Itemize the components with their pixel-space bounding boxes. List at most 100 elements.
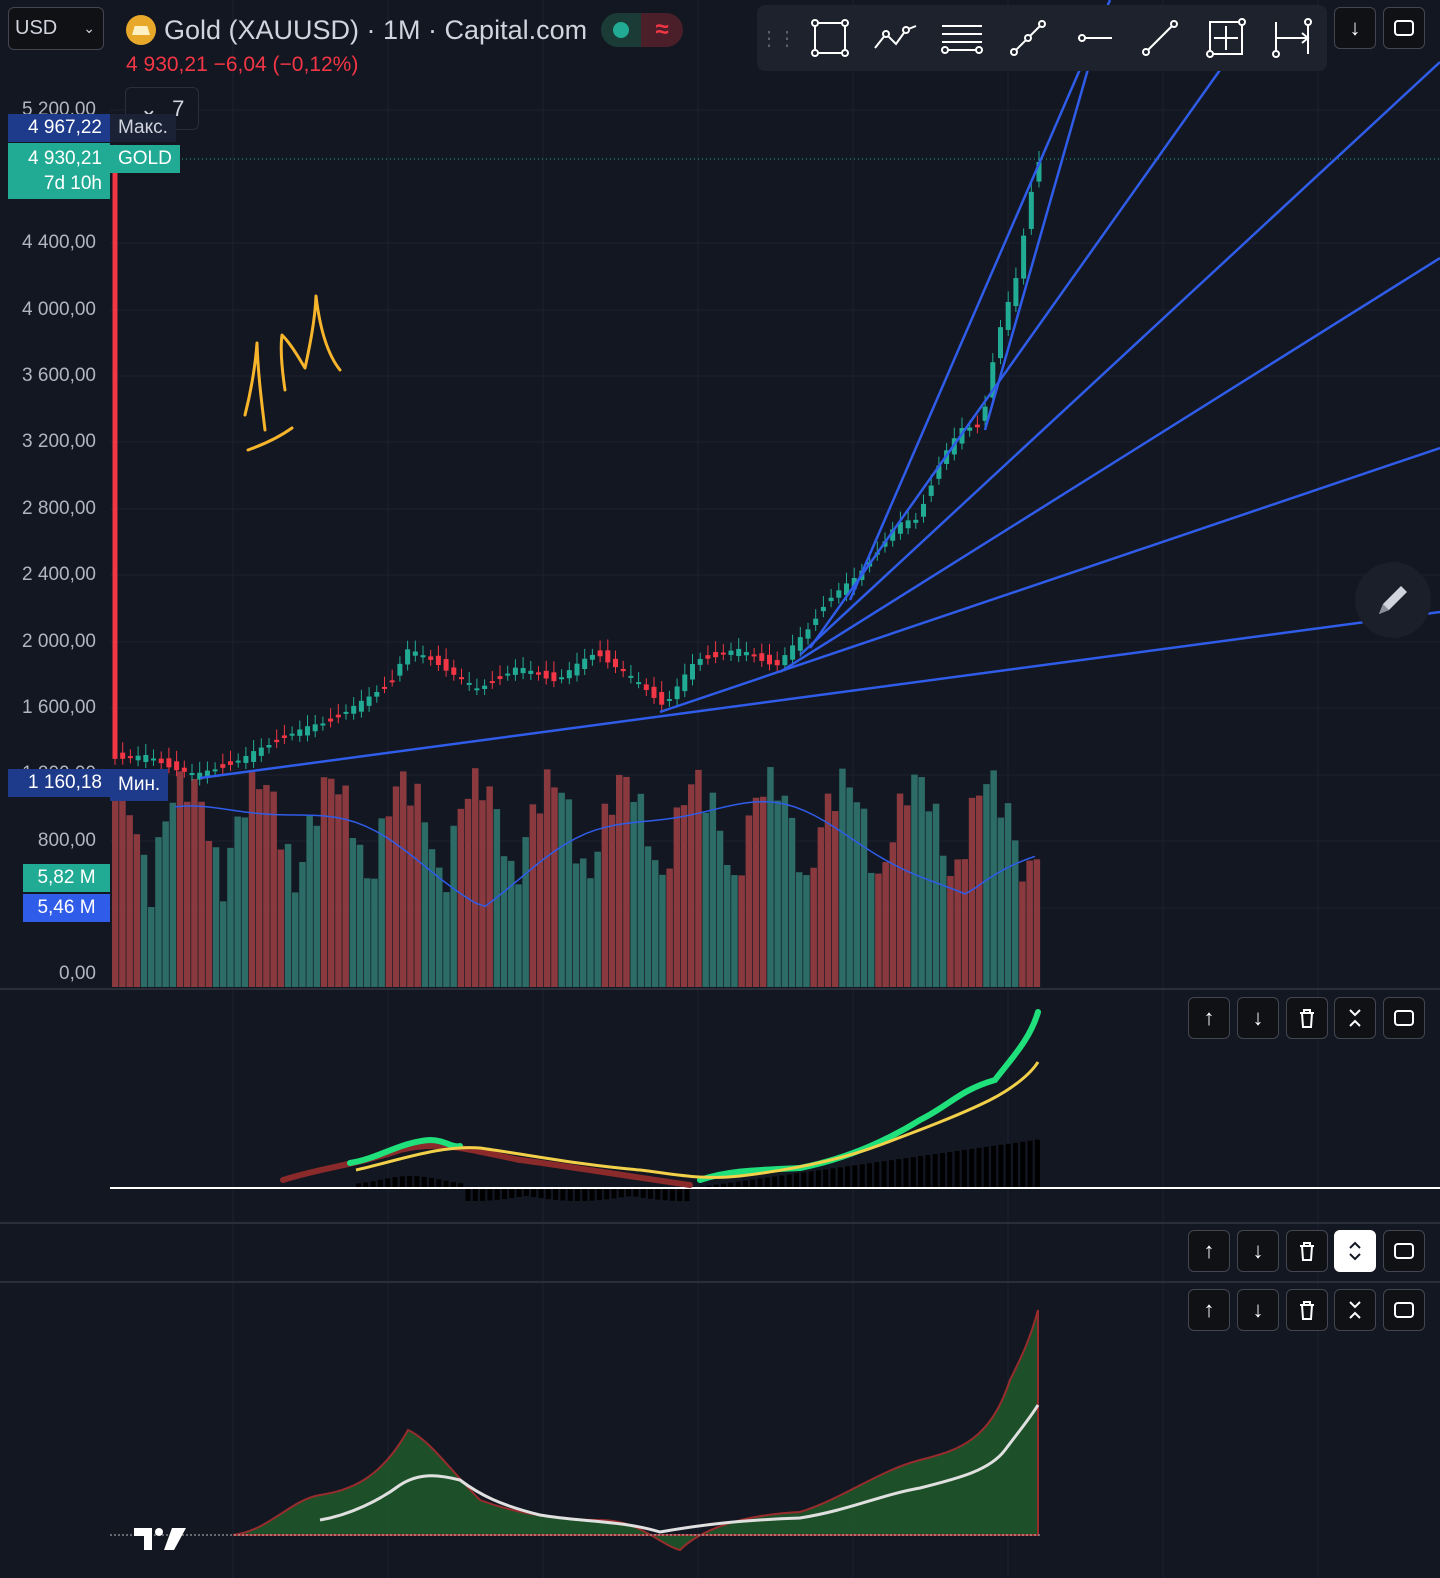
- grid-lines: [110, 0, 1440, 1578]
- draw-button[interactable]: [1355, 562, 1431, 638]
- volume-bar: [644, 846, 652, 987]
- macd-histogram-bar: [399, 1176, 405, 1188]
- macd-histogram-bar: [706, 1185, 712, 1188]
- volume-bar: [400, 771, 407, 987]
- candle-body: [589, 654, 595, 660]
- volume-bar: [292, 892, 299, 987]
- volume-bar: [796, 872, 803, 987]
- volume-bar: [745, 815, 753, 987]
- trend-line-tool-button[interactable]: [995, 5, 1061, 71]
- pane-move-down-button[interactable]: ↓: [1237, 1289, 1279, 1331]
- candle-body: [836, 590, 842, 598]
- macd-histogram-bar: [998, 1144, 1004, 1188]
- volume-bar: [443, 892, 450, 987]
- pane-maximize-button[interactable]: [1383, 997, 1425, 1039]
- tradingview-logo[interactable]: [132, 1524, 188, 1559]
- macd-histogram-bar: [392, 1177, 398, 1188]
- volume-bar: [875, 873, 882, 987]
- horizontal-ray-tool-button[interactable]: [1061, 5, 1127, 71]
- pane-maximize-button[interactable]: [1383, 1289, 1425, 1331]
- volume-bar: [637, 793, 645, 987]
- candle-body: [281, 735, 287, 738]
- pane-expand-button[interactable]: [1334, 1230, 1376, 1272]
- macd-histogram-bar: [845, 1166, 851, 1188]
- candle-body: [620, 668, 626, 672]
- volume-bar: [997, 817, 1005, 987]
- rectangle-tool-button[interactable]: [797, 5, 863, 71]
- macd-histogram-bar: [596, 1188, 602, 1201]
- macd-histogram-bar: [509, 1188, 515, 1199]
- volume-bar: [954, 859, 961, 987]
- channel-tool-button[interactable]: [929, 5, 995, 71]
- candle-body: [1036, 161, 1042, 182]
- date-range-tool-button[interactable]: [1259, 5, 1325, 71]
- pane-delete-button[interactable]: [1286, 997, 1328, 1039]
- volume-bar: [623, 776, 630, 987]
- pane-maximize-button[interactable]: [1383, 1230, 1425, 1272]
- pane-move-down-button[interactable]: ↓: [1237, 1230, 1279, 1272]
- pane-move-up-button[interactable]: ↑: [1188, 1230, 1230, 1272]
- macd-histogram-bar: [421, 1176, 427, 1188]
- candle-body: [297, 729, 303, 736]
- candle-body: [636, 682, 642, 685]
- volume-bar: [565, 799, 573, 987]
- volume-bar: [356, 844, 364, 987]
- market-status[interactable]: ≈: [601, 13, 684, 47]
- macd-histogram-bar: [910, 1157, 916, 1188]
- arrow-up-icon: ↑: [1203, 1238, 1215, 1263]
- volume-bar: [724, 865, 731, 987]
- pane-collapse-button[interactable]: [1334, 1289, 1376, 1331]
- volume-bar: [601, 803, 609, 987]
- candle-body: [890, 529, 896, 541]
- macd-histogram-bar: [823, 1169, 829, 1188]
- rectangle-icon: [811, 19, 849, 57]
- axis-label: 3 200,00: [22, 431, 96, 452]
- symbol-tag: GOLD: [110, 145, 180, 173]
- candle-body: [974, 424, 980, 428]
- maximize-button[interactable]: [1383, 7, 1425, 49]
- candle-body: [335, 714, 341, 718]
- line-tool-button[interactable]: [1127, 5, 1193, 71]
- volume-bar: [767, 767, 774, 987]
- candle-body: [543, 670, 549, 679]
- candle-body: [351, 705, 357, 714]
- drag-handle-icon[interactable]: ⋮⋮: [759, 27, 797, 50]
- axis-label: 2 000,00: [22, 631, 96, 652]
- pencil-icon: [1379, 586, 1407, 614]
- volume-bar: [191, 778, 198, 987]
- pane-delete-button[interactable]: [1286, 1230, 1328, 1272]
- volume-bar: [220, 901, 227, 987]
- symbol-title[interactable]: Gold (XAUUSD) · 1M · Capital.com: [164, 14, 588, 45]
- macd-histogram-bar: [779, 1175, 785, 1188]
- volume-bar: [860, 808, 868, 987]
- macd-histogram-bar: [494, 1188, 500, 1200]
- volume-bar: [464, 798, 472, 987]
- candle-body: [189, 773, 195, 776]
- volume-bar: [680, 805, 688, 987]
- pane-move-up-button[interactable]: ↑: [1188, 1289, 1230, 1331]
- crosshair-box-tool-button[interactable]: [1193, 5, 1259, 71]
- macd-histogram-bar: [669, 1188, 675, 1201]
- macd-histogram-bar: [896, 1159, 902, 1188]
- volume-bar: [817, 827, 825, 987]
- path-tool-button[interactable]: [863, 5, 929, 71]
- collapse-icon: [1349, 1301, 1361, 1319]
- macd-histogram-bar: [903, 1158, 909, 1188]
- macd-histogram-bar: [582, 1188, 588, 1201]
- volume-bar: [824, 793, 832, 987]
- candle-body: [412, 651, 418, 656]
- currency-selector[interactable]: USD ⌄: [8, 7, 104, 50]
- min-label: Мин.: [110, 769, 169, 801]
- move-down-button[interactable]: ↓: [1334, 7, 1376, 49]
- macd-histogram-bar: [458, 1183, 464, 1188]
- pane-delete-button[interactable]: [1286, 1289, 1328, 1331]
- pane-collapse-button[interactable]: [1334, 997, 1376, 1039]
- candle-body: [1028, 191, 1034, 229]
- candle-body: [828, 597, 834, 602]
- pane-move-up-button[interactable]: ↑: [1188, 997, 1230, 1039]
- pane-move-down-button[interactable]: ↓: [1237, 997, 1279, 1039]
- arrow-up-icon: ↑: [1203, 1005, 1215, 1030]
- candle-body: [135, 755, 141, 761]
- candle-body: [204, 770, 210, 778]
